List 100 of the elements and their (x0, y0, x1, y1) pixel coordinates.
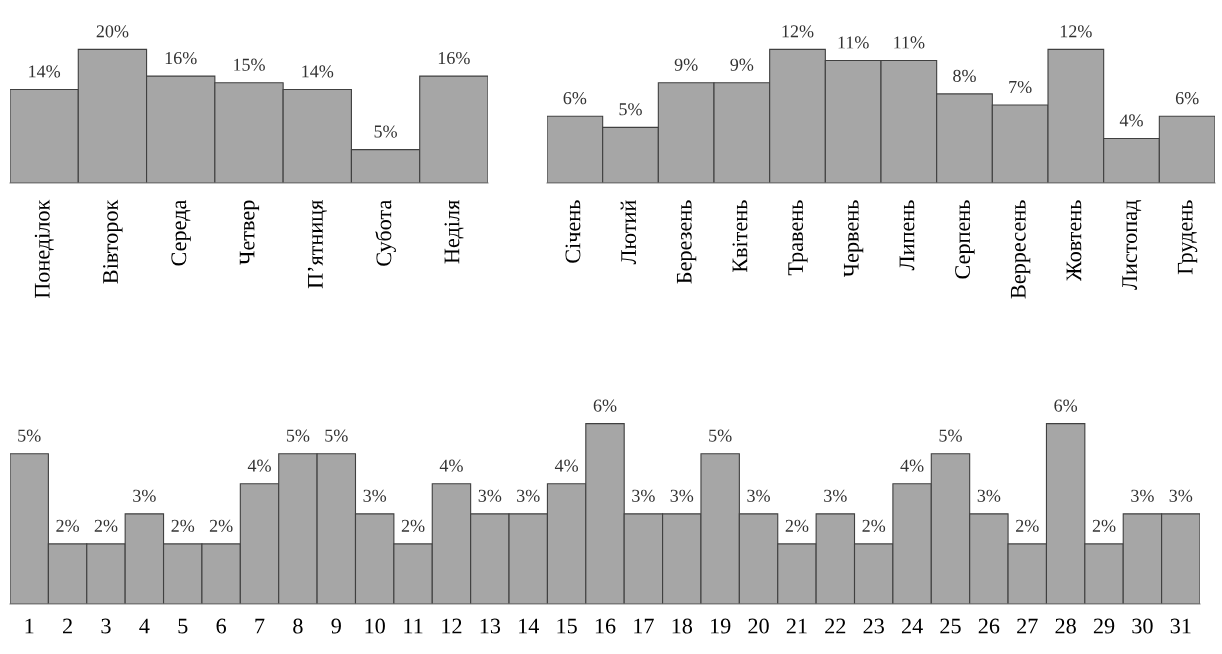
data-label: 4% (247, 459, 271, 472)
x-tick-label: 7 (255, 618, 265, 634)
data-label: 2% (785, 519, 809, 532)
data-label: 3% (1169, 489, 1193, 502)
x-tick-label: 3 (101, 618, 111, 634)
x-tick-label: 13 (480, 618, 501, 634)
x-tick-label: 12 (442, 618, 462, 634)
x-tick-label: Четвер (239, 200, 260, 265)
x-tick-label: Листопад (1122, 200, 1142, 290)
data-label: 5% (325, 429, 348, 442)
data-label: 3% (363, 489, 387, 502)
x-tick-label: 23 (863, 618, 884, 634)
x-tick-label: 4 (139, 618, 150, 634)
data-label: 6% (1175, 92, 1199, 105)
data-label: 5% (709, 429, 732, 442)
x-tick-label: Жовтень (1066, 200, 1082, 282)
x-tick-label: Червень (843, 200, 864, 278)
x-tick-label: 22 (825, 618, 846, 634)
data-label: 2% (862, 519, 886, 532)
x-tick-label: 21 (786, 618, 807, 634)
data-label: 14% (302, 65, 334, 78)
x-tick-label: 9 (331, 618, 341, 634)
x-tick-label: Понеділок (34, 199, 54, 299)
x-tick-label: 24 (901, 618, 923, 634)
data-label: 2% (1092, 519, 1116, 532)
x-tick-label: 29 (1093, 618, 1115, 634)
x-tick-label: Верресень (1010, 200, 1031, 299)
data-label: 3% (747, 489, 770, 502)
x-tick-label: Травень (788, 200, 808, 276)
x-tick-label: 5 (178, 618, 188, 634)
x-tick-label: Вівторок (103, 199, 123, 284)
data-label: 20% (96, 25, 129, 38)
data-label: 4% (439, 459, 463, 472)
data-label: 2% (1016, 519, 1039, 532)
data-label: 2% (94, 519, 118, 532)
x-tick-label: 15 (557, 618, 577, 634)
x-tick-label: 20 (748, 618, 769, 634)
data-label: 3% (632, 489, 655, 502)
data-label: 15% (234, 58, 265, 71)
x-tick-label: 26 (978, 618, 1000, 634)
x-tick-label: Субота (375, 199, 396, 266)
x-tick-label: 19 (711, 618, 731, 634)
x-tick-label: 17 (634, 618, 654, 634)
x-tick-label: 8 (293, 618, 303, 634)
x-tick-label: 30 (1132, 618, 1153, 634)
data-label: 5% (374, 125, 397, 138)
x-tick-label: 10 (365, 618, 385, 634)
x-tick-label: 16 (595, 618, 616, 634)
data-label: 9% (730, 58, 754, 71)
x-tick-label: 14 (519, 618, 539, 634)
data-label: 5% (939, 429, 962, 442)
x-tick-label: Квітень (732, 200, 748, 273)
x-tick-label: Лютий (620, 200, 637, 265)
x-tick-label: 25 (940, 618, 961, 634)
data-label: 6% (1054, 399, 1078, 412)
x-tick-label: 11 (404, 618, 423, 634)
data-label: 3% (1131, 489, 1154, 502)
x-tick-label: Січень (565, 200, 581, 263)
data-label: 6% (593, 399, 617, 412)
data-label: 7% (1009, 80, 1032, 94)
x-tick-label: Липень (899, 200, 915, 271)
data-label: 9% (674, 58, 698, 71)
data-label: 3% (478, 489, 502, 502)
x-tick-label: П’ятниця (307, 200, 327, 289)
data-label: 16% (165, 51, 197, 65)
data-label: 6% (563, 92, 587, 105)
data-label: 2% (171, 519, 195, 532)
data-label: 12% (782, 25, 814, 38)
data-label: 3% (977, 489, 1001, 502)
data-label: 3% (133, 489, 156, 502)
data-label: 14% (29, 65, 61, 78)
data-label: 2% (209, 519, 233, 532)
data-label: 11% (838, 36, 869, 49)
x-tick-label: Грудень (1177, 200, 1198, 275)
x-tick-label: Неділя (444, 200, 464, 264)
x-tick-label: Серпень (955, 200, 975, 279)
x-tick-label: 31 (1170, 618, 1191, 634)
x-tick-label: Березень (676, 200, 697, 284)
x-tick-label: 18 (672, 618, 693, 634)
data-label: 11% (894, 36, 925, 49)
data-label: 8% (953, 69, 976, 82)
data-label: 4% (554, 459, 579, 472)
data-label: 5% (286, 429, 310, 442)
x-tick-label: 28 (1055, 618, 1076, 634)
x-tick-label: Середа (171, 199, 191, 266)
data-label: 4% (1119, 114, 1143, 127)
data-label: 4% (900, 459, 924, 472)
data-label: 12% (1060, 25, 1092, 38)
data-label: 16% (438, 51, 470, 65)
data-label: 2% (56, 519, 79, 532)
x-tick-label: 2 (63, 618, 72, 634)
data-label: 5% (619, 103, 642, 116)
x-tick-label: 27 (1017, 618, 1038, 634)
data-label: 3% (670, 489, 694, 502)
data-label: 5% (18, 429, 41, 442)
data-label: 2% (401, 519, 425, 532)
data-label: 3% (517, 489, 540, 502)
x-tick-label: 6 (216, 618, 227, 634)
data-label: 3% (824, 489, 847, 502)
x-tick-label: 1 (25, 618, 34, 634)
